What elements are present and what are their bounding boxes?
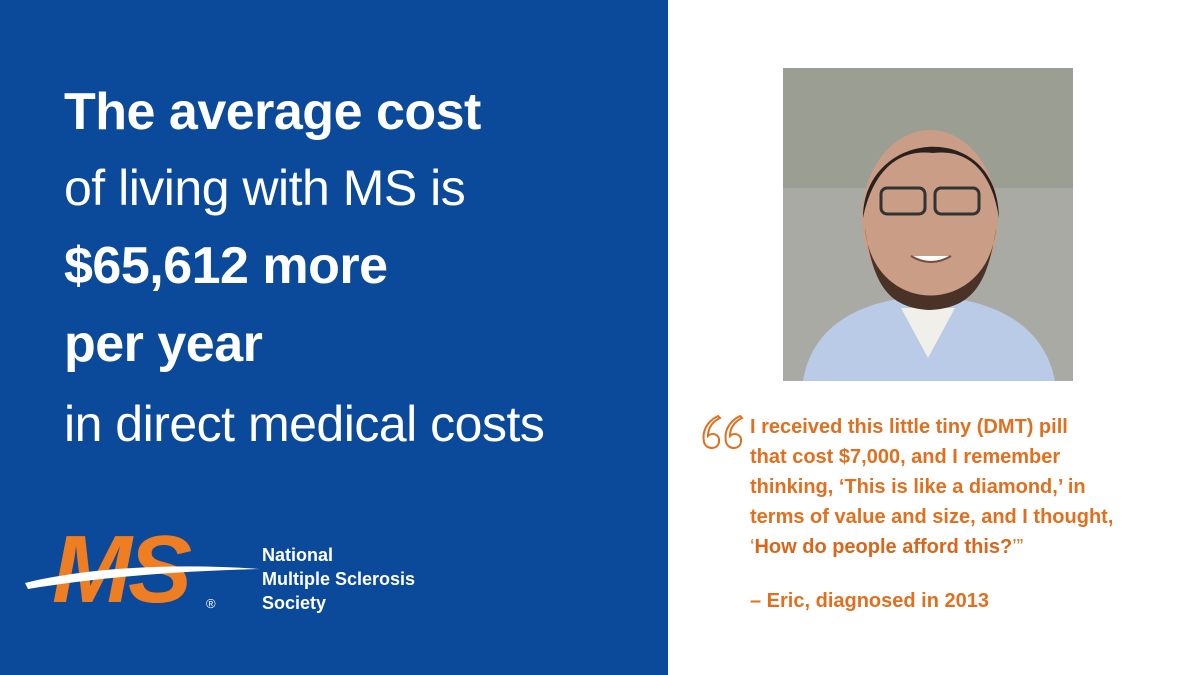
- face: [862, 130, 998, 306]
- quote-glyph: [702, 414, 722, 449]
- quote-line: thinking, ‘This is like a diamond,’ in: [750, 476, 1086, 498]
- portrait: [783, 68, 1073, 381]
- blue-panel: [0, 0, 668, 675]
- glasses: [879, 186, 927, 216]
- logo-name-line: Multiple Sclerosis: [262, 569, 416, 589]
- quote-part: ’”: [1012, 536, 1024, 558]
- headline-line: per year: [64, 315, 263, 373]
- headline-line: $65,612 more: [64, 237, 388, 295]
- logo-name-line: Society: [262, 593, 327, 613]
- beard: [865, 228, 996, 310]
- undershirt: [901, 308, 955, 358]
- quote-attribution: – Eric, diagnosed in 2013: [750, 590, 989, 612]
- glasses: [933, 186, 981, 216]
- quote-line: that cost $7,000, and I remember: [750, 446, 1061, 468]
- headline-line: in direct medical costs: [64, 396, 545, 452]
- quote-mark: [702, 414, 744, 449]
- quote-part: ‘: [750, 536, 755, 558]
- swoosh: [25, 566, 260, 589]
- quote-line: ‘How do people afford this?’”: [750, 532, 1023, 562]
- logo-name-line: National: [262, 545, 334, 565]
- logo-swoosh: [25, 566, 260, 589]
- smile: [910, 255, 952, 263]
- headline-line: The average cost: [64, 83, 481, 141]
- headline-line: of living with MS is: [64, 160, 466, 216]
- quote-line: terms of value and size, and I thought,: [750, 506, 1114, 528]
- logo-registered: ®: [206, 596, 216, 611]
- quote-emphasis: How do people afford this?: [754, 536, 1013, 558]
- quote-glyph: [724, 414, 744, 449]
- quote-line: I received this little tiny (DMT) pill: [750, 416, 1068, 438]
